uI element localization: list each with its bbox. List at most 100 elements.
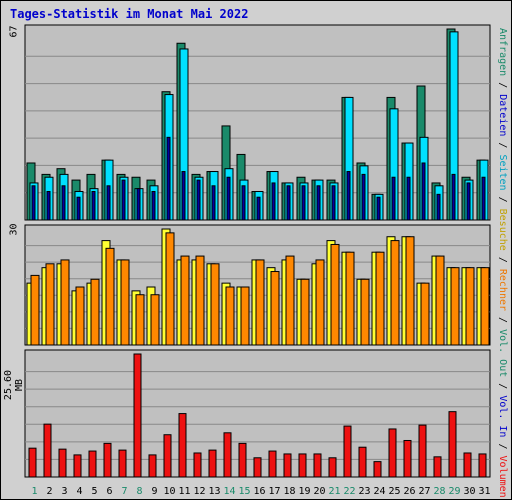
bar-rechner-day-27 <box>420 282 430 346</box>
x-tick-label-day-21: 21 <box>328 486 340 497</box>
bar-seiten-day-10 <box>166 136 171 221</box>
bar-seiten-day-6 <box>106 185 111 221</box>
bar-rechner-day-29 <box>450 267 460 346</box>
bar-volumen-day-19 <box>298 453 307 478</box>
bar-rechner-day-3 <box>60 259 70 346</box>
bar-rechner-day-21 <box>330 243 340 346</box>
x-tick-label-day-8: 8 <box>136 486 142 497</box>
bar-rechner-day-8 <box>135 294 145 346</box>
bar-seiten-day-4 <box>76 196 81 221</box>
x-tick-label-day-16: 16 <box>253 486 265 497</box>
bar-volumen-day-26 <box>403 439 412 478</box>
bar-seiten-day-20 <box>316 185 321 221</box>
bar-volumen-day-10 <box>163 434 172 478</box>
bar-rechner-day-20 <box>315 259 325 346</box>
bar-rechner-day-10 <box>165 232 175 346</box>
bar-seiten-day-22 <box>346 171 351 221</box>
x-tick-label-day-17: 17 <box>268 486 280 497</box>
bar-rechner-day-11 <box>180 255 190 346</box>
bar-rechner-day-22 <box>345 251 355 346</box>
x-tick-label-day-20: 20 <box>313 486 325 497</box>
x-tick-label-day-13: 13 <box>208 486 220 497</box>
x-tick-label-day-31: 31 <box>478 486 490 497</box>
bar-volumen-day-27 <box>418 424 427 478</box>
bar-seiten-day-17 <box>271 182 276 221</box>
bar-rechner-day-19 <box>300 278 310 346</box>
bar-volumen-day-8 <box>133 353 142 478</box>
bar-volumen-day-20 <box>313 453 322 478</box>
bar-volumen-day-29 <box>448 411 457 478</box>
bar-seiten-day-16 <box>256 196 261 221</box>
bar-volumen-day-6 <box>103 442 112 478</box>
x-tick-label-day-2: 2 <box>46 486 52 497</box>
bar-volumen-day-5 <box>88 450 97 478</box>
x-tick-label-day-19: 19 <box>298 486 310 497</box>
bar-rechner-day-24 <box>375 251 385 346</box>
x-tick-label-day-11: 11 <box>178 486 190 497</box>
bar-volumen-day-30 <box>463 452 472 478</box>
bar-seiten-day-18 <box>286 185 291 221</box>
x-tick-label-day-5: 5 <box>91 486 97 497</box>
x-tick-label-day-1: 1 <box>31 486 37 497</box>
x-tick-label-day-7: 7 <box>121 486 127 497</box>
x-tick-label-day-28: 28 <box>433 486 445 497</box>
bar-volumen-day-18 <box>283 453 292 478</box>
bar-rechner-day-4 <box>75 286 85 346</box>
bar-rechner-day-7 <box>120 259 130 346</box>
x-tick-label-day-23: 23 <box>358 486 370 497</box>
bar-rechner-day-23 <box>360 278 370 346</box>
bar-rechner-day-12 <box>195 255 205 346</box>
bar-rechner-day-30 <box>465 267 475 346</box>
bar-volumen-day-2 <box>43 423 52 478</box>
x-tick-label-day-14: 14 <box>223 486 235 497</box>
bar-volumen-day-12 <box>193 452 202 478</box>
bar-volumen-day-14 <box>223 432 232 478</box>
bar-volumen-day-22 <box>343 425 352 478</box>
x-tick-label-day-22: 22 <box>343 486 355 497</box>
bar-volumen-day-7 <box>118 449 127 478</box>
bar-seiten-day-28 <box>436 193 441 221</box>
x-tick-label-day-30: 30 <box>463 486 475 497</box>
bar-seiten-day-12 <box>196 179 201 221</box>
bar-seiten-day-11 <box>181 171 186 221</box>
x-tick-label-day-29: 29 <box>448 486 460 497</box>
bar-rechner-day-9 <box>150 294 160 346</box>
x-tick-label-day-26: 26 <box>403 486 415 497</box>
bar-volumen-day-23 <box>358 446 367 478</box>
bar-volumen-day-28 <box>433 456 442 478</box>
bar-seiten-day-3 <box>61 185 66 221</box>
bar-rechner-day-1 <box>30 274 40 346</box>
bar-rechner-day-6 <box>105 247 115 346</box>
bar-volumen-day-4 <box>73 454 82 478</box>
bar-volumen-day-15 <box>238 442 247 478</box>
bar-volumen-day-11 <box>178 413 187 478</box>
bar-seiten-day-30 <box>466 182 471 221</box>
bar-seiten-day-31 <box>481 176 486 221</box>
x-tick-label-day-10: 10 <box>163 486 175 497</box>
bar-rechner-day-17 <box>270 271 280 346</box>
x-tick-label-day-18: 18 <box>283 486 295 497</box>
bar-seiten-day-29 <box>451 173 456 221</box>
bar-rechner-day-15 <box>240 286 250 346</box>
x-tick-label-day-12: 12 <box>193 486 205 497</box>
bar-seiten-day-2 <box>46 190 51 221</box>
bar-seiten-day-5 <box>91 190 96 221</box>
bar-volumen-day-3 <box>58 448 67 478</box>
bar-seiten-day-7 <box>121 179 126 221</box>
bar-seiten-day-27 <box>421 162 426 221</box>
bar-volumen-day-21 <box>328 457 337 478</box>
bar-seiten-day-19 <box>301 185 306 221</box>
bar-volumen-day-9 <box>148 454 157 478</box>
bar-volumen-day-17 <box>268 450 277 478</box>
bar-rechner-day-14 <box>225 286 235 346</box>
bar-seiten-day-1 <box>31 185 36 221</box>
bar-seiten-day-21 <box>331 185 336 221</box>
x-tick-label-day-9: 9 <box>151 486 157 497</box>
bar-seiten-day-9 <box>151 190 156 221</box>
chart-title: Tages-Statistik im Monat Mai 2022 <box>10 7 249 21</box>
bar-seiten-day-24 <box>376 196 381 221</box>
x-tick-label-day-27: 27 <box>418 486 430 497</box>
x-tick-label-day-25: 25 <box>388 486 400 497</box>
bar-volumen-day-1 <box>28 447 37 478</box>
